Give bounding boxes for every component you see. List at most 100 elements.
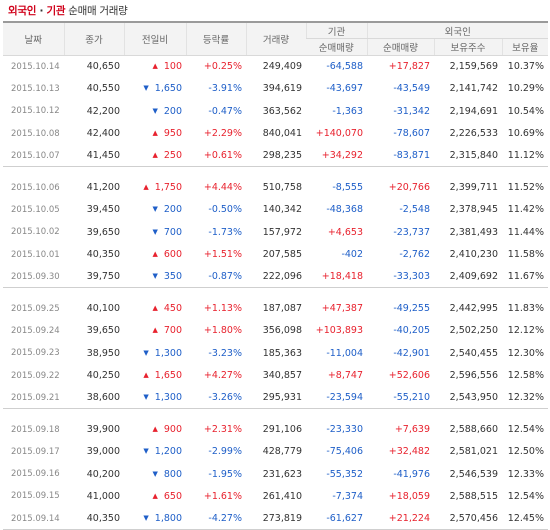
title-foreign: 외국인 [8, 5, 37, 17]
cell-inst-net: -7,374 [332, 490, 363, 502]
group-separator [3, 287, 549, 298]
header-close: 종가 [63, 22, 124, 56]
up-triangle-icon: ▲ [152, 304, 158, 313]
cell-change: ▲ 700 [124, 320, 186, 342]
cell-close: 39,000 [86, 446, 120, 458]
cell-rate: -3.91% [208, 83, 242, 95]
cell-volume: 157,972 [262, 226, 302, 238]
header-volume: 거래량 [245, 22, 306, 56]
cell-change: ▼ 200 [124, 199, 186, 221]
title-suffix: 순매매 거래량 [65, 5, 128, 17]
up-triangle-icon: ▲ [152, 250, 158, 259]
down-triangle-icon: ▼ [143, 393, 149, 402]
cell-volume: 261,410 [262, 490, 302, 502]
cell-foreign-hold: 2,596,556 [449, 370, 498, 381]
cell-inst-net: -11,004 [326, 347, 363, 359]
cell-rate: -3.23% [208, 347, 242, 359]
cell-foreign-net: -43,549 [393, 83, 430, 95]
cell-date: 2015.09.15 [11, 491, 60, 502]
cell-change: ▼ 200 [124, 100, 186, 122]
table-row: 2015.09.30 39,750 ▼ 350 -0.87% 222,096 +18,418… [3, 266, 548, 288]
cell-change: ▼ 1,800 [124, 508, 186, 530]
table-body: 2015.10.14 40,650 ▲ 100 +0.25% 249,409 -64,588… [3, 56, 549, 530]
cell-volume: 273,819 [262, 513, 302, 525]
cell-rate: +2.29% [203, 128, 242, 140]
cell-rate: -1.73% [208, 226, 242, 238]
table-row: 2015.10.12 42,200 ▼ 200 -0.47% 363,562 -1,363 -… [3, 100, 548, 122]
cell-inst-net: +18,418 [321, 271, 363, 283]
cell-foreign-pct: 10.54% [507, 105, 545, 117]
cell-foreign-pct: 10.29% [507, 83, 545, 95]
cell-change-value: 100 [163, 61, 182, 73]
cell-close: 40,350 [86, 249, 120, 261]
table-row: 2015.09.23 38,950 ▼ 1,300 -3.23% 185,363 -11,0… [3, 342, 548, 364]
cell-foreign-hold: 2,194,691 [449, 105, 498, 117]
cell-close: 40,250 [86, 370, 120, 381]
cell-rate: -0.50% [208, 204, 242, 216]
table-row: 2015.10.07 41,450 ▲ 250 +0.61% 298,235 +34,292… [3, 145, 548, 167]
cell-foreign-net: +32,482 [388, 446, 430, 458]
cell-foreign-net: -83,871 [393, 150, 430, 162]
cell-change-value: 200 [163, 204, 182, 216]
up-triangle-icon: ▲ [152, 129, 158, 138]
cell-volume: 231,623 [262, 468, 302, 480]
cell-close: 40,650 [86, 61, 120, 73]
cell-date: 2015.09.23 [11, 348, 60, 359]
cell-change: ▼ 1,300 [124, 342, 186, 364]
cell-date: 2015.10.02 [11, 227, 60, 238]
cell-foreign-pct: 12.30% [507, 347, 545, 359]
title-institution: 기관 [46, 5, 66, 17]
cell-volume: 185,363 [262, 347, 302, 359]
cell-inst-net: +4,653 [327, 226, 363, 238]
cell-close: 40,350 [86, 513, 120, 525]
cell-foreign-pct: 12.12% [507, 325, 545, 337]
cell-foreign-hold: 2,570,456 [449, 513, 498, 525]
cell-date: 2015.09.22 [11, 370, 60, 381]
cell-change-value: 700 [163, 226, 182, 238]
table-row: 2015.10.05 39,450 ▼ 200 -0.50% 140,342 -48,368… [3, 199, 548, 221]
cell-date: 2015.10.06 [11, 182, 60, 193]
cell-change: ▼ 700 [124, 221, 186, 243]
cell-change-value: 1,300 [154, 392, 182, 404]
table-row: 2015.09.18 39,900 ▲ 900 +2.31% 291,106 -23,330… [3, 418, 548, 440]
cell-close: 39,650 [86, 226, 120, 238]
up-triangle-icon: ▲ [152, 62, 158, 71]
cell-foreign-hold: 2,543,950 [449, 392, 498, 404]
cell-date: 2015.10.14 [11, 61, 60, 72]
cell-foreign-net: +7,639 [394, 424, 430, 436]
cell-date: 2015.09.18 [11, 424, 60, 435]
cell-rate: +1.13% [203, 303, 242, 315]
table-row: 2015.09.14 40,350 ▼ 1,800 -4.27% 273,819 -61,6… [3, 508, 548, 530]
cell-close: 38,600 [86, 392, 120, 404]
cell-volume: 295,931 [262, 392, 302, 404]
down-triangle-icon: ▼ [152, 227, 158, 236]
cell-close: 39,900 [86, 424, 120, 436]
cell-close: 41,000 [86, 490, 120, 502]
cell-foreign-pct: 12.33% [507, 468, 545, 480]
table-row: 2015.10.01 40,350 ▲ 600 +1.51% 207,585 -402 -2,… [3, 243, 548, 265]
cell-close: 40,550 [86, 83, 120, 95]
cell-foreign-net: +20,766 [388, 182, 430, 194]
cell-foreign-net: +21,224 [388, 513, 430, 525]
cell-inst-net: +103,893 [315, 325, 363, 337]
cell-change: ▲ 100 [124, 56, 186, 78]
cell-rate: -0.47% [208, 105, 242, 117]
cell-inst-net: -48,368 [326, 204, 363, 216]
cell-rate: +4.44% [203, 182, 242, 194]
cell-change: ▲ 450 [124, 297, 186, 319]
cell-foreign-hold: 2,588,660 [449, 424, 498, 436]
cell-foreign-net: -42,901 [393, 347, 430, 359]
group-separator [3, 166, 549, 177]
cell-rate: +2.31% [203, 424, 242, 436]
cell-volume: 840,041 [262, 128, 302, 140]
down-triangle-icon: ▼ [152, 205, 158, 214]
cell-foreign-net: -2,548 [399, 204, 430, 216]
table-row: 2015.10.02 39,650 ▼ 700 -1.73% 157,972 +4,653 -… [3, 221, 548, 243]
cell-close: 40,100 [86, 303, 120, 315]
up-triangle-icon: ▲ [152, 425, 158, 434]
down-triangle-icon: ▼ [152, 469, 158, 478]
cell-foreign-hold: 2,378,945 [449, 204, 498, 216]
cell-change-value: 1,750 [154, 182, 182, 194]
cell-date: 2015.09.14 [11, 513, 60, 524]
cell-foreign-pct: 12.50% [507, 446, 545, 458]
